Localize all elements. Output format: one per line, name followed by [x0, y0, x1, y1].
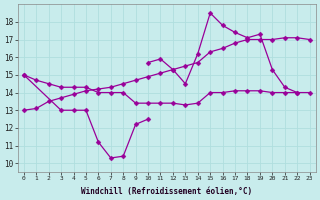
X-axis label: Windchill (Refroidissement éolien,°C): Windchill (Refroidissement éolien,°C) [81, 187, 252, 196]
